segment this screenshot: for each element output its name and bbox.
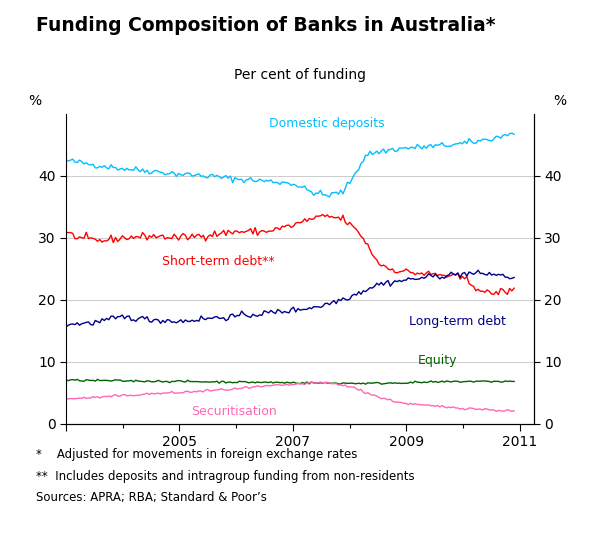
- Text: Funding Composition of Banks in Australia*: Funding Composition of Banks in Australi…: [36, 16, 496, 35]
- Text: %: %: [554, 94, 567, 108]
- Text: **  Includes deposits and intragroup funding from non-residents: ** Includes deposits and intragroup fund…: [36, 470, 415, 483]
- Text: %: %: [29, 94, 41, 108]
- Text: Securitisation: Securitisation: [191, 405, 277, 418]
- Text: Short-term debt**: Short-term debt**: [163, 255, 275, 268]
- Text: Per cent of funding: Per cent of funding: [234, 68, 366, 82]
- Text: *    Adjusted for movements in foreign exchange rates: * Adjusted for movements in foreign exch…: [36, 448, 358, 461]
- Text: Domestic deposits: Domestic deposits: [269, 117, 385, 130]
- Text: Long-term debt: Long-term debt: [409, 315, 506, 328]
- Text: Equity: Equity: [418, 353, 457, 367]
- Text: Sources: APRA; RBA; Standard & Poor’s: Sources: APRA; RBA; Standard & Poor’s: [36, 491, 267, 504]
